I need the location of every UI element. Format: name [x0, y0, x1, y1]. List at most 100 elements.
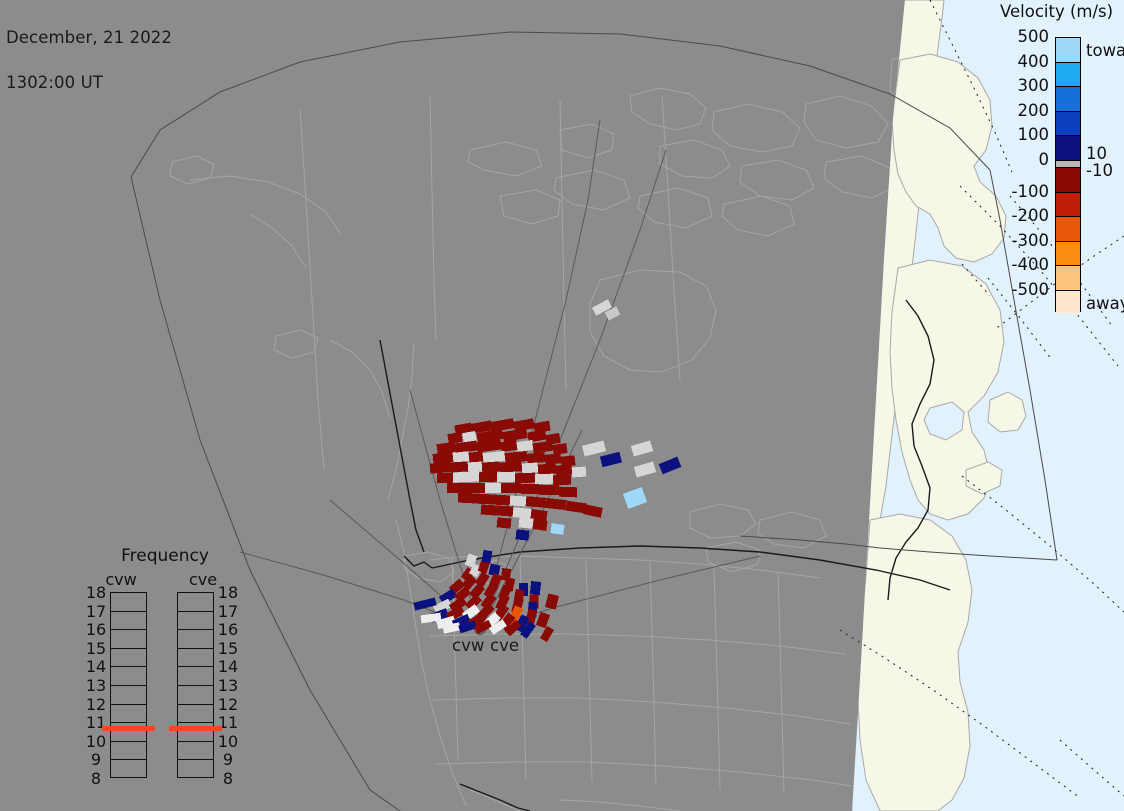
radar-echo-cell [413, 597, 437, 611]
radar-echo-cell [515, 529, 530, 541]
radar-echo-cell [481, 461, 501, 473]
station-label-cve: cve [490, 636, 519, 655]
radar-echo-cell [461, 574, 478, 591]
frequency-cell-cvw-4 [111, 667, 146, 686]
radar-echo-cell [502, 427, 528, 443]
frequency-label-cve-11: 11 [217, 713, 239, 733]
header-time: 1302:00 UT [6, 73, 103, 92]
frequency-label-cvw-17: 17 [85, 601, 107, 621]
radar-echo-cell [452, 451, 470, 463]
frequency-cell-cvw-0 [111, 593, 146, 612]
radar-echo-cell [452, 471, 480, 483]
radar-echo-cell [630, 440, 654, 457]
radar-echo-cell [496, 517, 512, 529]
frequency-label-cve-9: 9 [222, 750, 234, 770]
frequency-label-cvw-9: 9 [90, 750, 102, 770]
frequency-legend-title: Frequency [121, 546, 209, 566]
radar-echo-cell [530, 508, 548, 522]
map-frame [130, 31, 1058, 811]
frequency-label-cvw-14: 14 [85, 657, 107, 677]
island-nova-scotia [965, 461, 1003, 495]
velocity-swatch-10 [1056, 266, 1080, 291]
frequency-label-cvw-8: 8 [90, 769, 102, 788]
radar-echo-cell [604, 306, 621, 321]
velocity-zero-band-lower-label: -10 [1086, 161, 1113, 180]
radar-echo-cell [514, 472, 536, 484]
frequency-scale-box-cve [177, 592, 214, 778]
velocity-tick--300: -300 [1011, 230, 1049, 250]
radar-echo-cell [491, 494, 511, 506]
radar-echo-cell [480, 504, 498, 516]
radar-echo-cell [533, 420, 551, 434]
radar-echo-cell [521, 484, 539, 494]
radar-echo-cell [475, 571, 490, 588]
radar-echo-cell [436, 441, 456, 455]
radar-echo-cell [468, 563, 483, 578]
frequency-cell-cve-6 [178, 705, 213, 724]
velocity-swatch-5 [1056, 160, 1080, 168]
radar-echo-cell [448, 596, 468, 613]
frequency-label-cvw-15: 15 [85, 638, 107, 658]
radar-echo-cell [436, 615, 456, 630]
radar-echo-cell [476, 428, 504, 444]
frequency-cell-cvw-6 [111, 705, 146, 724]
radar-echo-cell [633, 461, 657, 478]
velocity-swatch-7 [1056, 192, 1080, 218]
radar-echo-cell [529, 581, 542, 595]
frequency-column-header-cve: cve [188, 570, 218, 589]
frequency-label-cvw-16: 16 [85, 620, 107, 640]
frequency-label-cve-8: 8 [222, 769, 234, 788]
radar-echo-cell [491, 418, 515, 432]
velocity-swatch-11 [1056, 290, 1080, 313]
radar-echo-cell [432, 598, 453, 615]
radar-echo-cell [509, 495, 527, 507]
frequency-label-cvw-13: 13 [85, 676, 107, 695]
velocity-away-label: away [1086, 294, 1124, 313]
radar-echo-cell [432, 451, 454, 465]
frequency-cell-cvw-7 [111, 723, 146, 742]
frequency-cell-cve-4 [178, 667, 213, 686]
radar-echo-cell [481, 549, 493, 564]
radar-echo-cell [512, 507, 532, 519]
radar-echo-cell [464, 594, 483, 611]
frequency-cell-cvw-8 [111, 742, 146, 761]
frequency-cell-cve-1 [178, 612, 213, 631]
radar-echo-cell [537, 463, 557, 475]
radar-echo-cell [438, 588, 458, 605]
radar-echo-cell [622, 487, 648, 509]
radar-echo-cell [447, 461, 469, 473]
radar-echo-cell [555, 464, 573, 476]
frequency-cell-cve-3 [178, 649, 213, 668]
radar-echo-cell [532, 519, 548, 531]
radar-echo-cell [488, 563, 501, 577]
frequency-cell-cvw-3 [111, 649, 146, 668]
radar-echo-cell [552, 474, 572, 486]
frequency-label-cvw-12: 12 [85, 694, 107, 714]
radar-echo-cell [504, 450, 528, 464]
radar-echo-cell [485, 483, 501, 493]
radar-echo-cell [447, 431, 463, 445]
velocity-tick-300: 300 [1017, 76, 1050, 96]
frequency-label-cve-15: 15 [217, 638, 239, 658]
radar-echo-cell [545, 497, 567, 511]
radar-echo-cell [496, 505, 514, 517]
radar-echo-cell [544, 593, 560, 610]
frequency-legend: Frequency cvw 18 17 16 15 14 13 12 11 10 9 8 cve 1… [85, 546, 245, 788]
radar-echo-cell [429, 462, 449, 474]
velocity-tick-0: 0 [1038, 150, 1050, 169]
frequency-cell-cve-2 [178, 630, 213, 649]
frequency-marker-cvw [102, 725, 155, 731]
velocity-swatch-6 [1056, 167, 1080, 193]
radar-echo-cell [552, 443, 568, 455]
radar-echo-cell [516, 439, 534, 453]
radar-echo-cell [467, 461, 483, 473]
velocity-tick--400: -400 [1011, 255, 1049, 275]
radar-echo-cell [532, 440, 554, 454]
timestamp-header: December, 21 2022 1302:00 UT [6, 0, 172, 120]
velocity-tick-400: 400 [1017, 51, 1050, 71]
radar-echo-cell [513, 418, 535, 432]
radar-echo-cell [526, 452, 546, 464]
radar-echo-cell [420, 612, 442, 624]
frequency-cell-cvw-9 [111, 760, 146, 779]
